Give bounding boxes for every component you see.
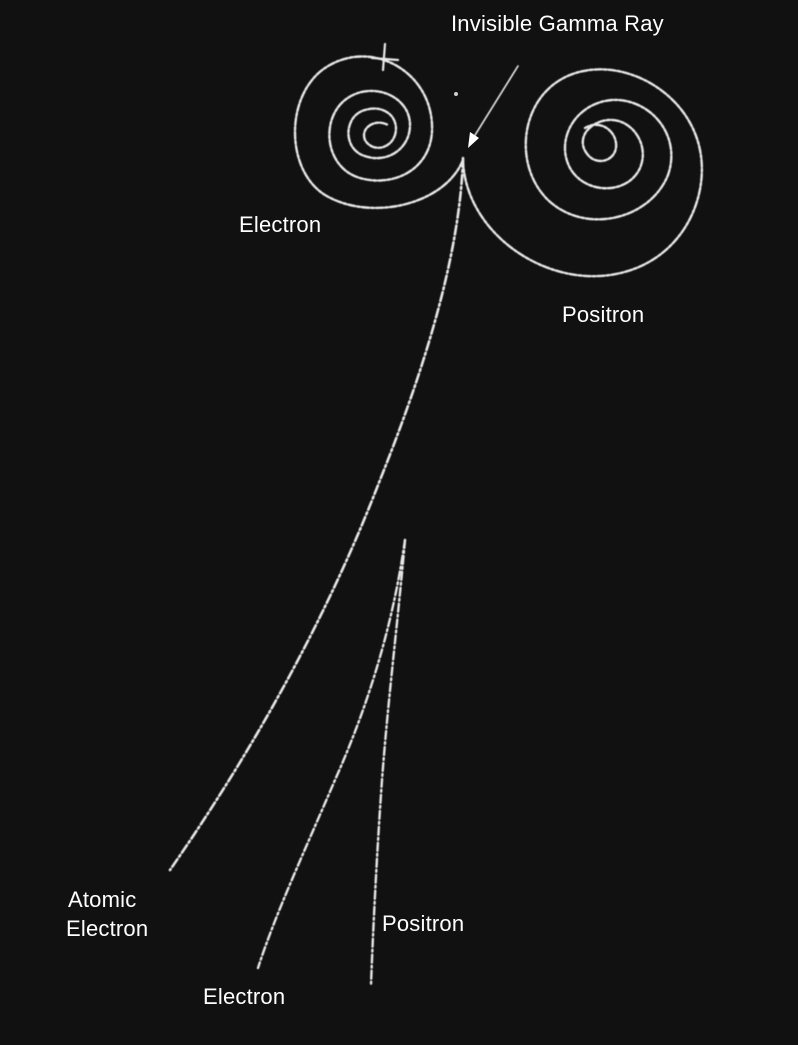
stray-speck xyxy=(454,92,458,96)
positron-spiral-track xyxy=(461,68,704,278)
arrow-head xyxy=(468,132,479,148)
positron-upper-label: Positron xyxy=(562,302,645,327)
electron-lower-label: Electron xyxy=(203,984,286,1009)
atomic-electron-label: Atomic Electron xyxy=(66,885,149,943)
atomic-electron-label-line1: Atomic xyxy=(68,887,137,912)
atomic-electron-label-line2: Electron xyxy=(66,916,149,941)
gamma-ray-arrow xyxy=(471,65,519,141)
cross-mark xyxy=(370,42,400,72)
electron-spiral-track xyxy=(293,55,465,210)
lower-positron-track xyxy=(369,538,407,987)
lower-electron-track xyxy=(256,538,407,970)
electron-upper-label: Electron xyxy=(239,212,322,237)
positron-lower-label: Positron xyxy=(382,911,465,936)
atomic-electron-track xyxy=(168,156,465,872)
gamma-ray-label: Invisible Gamma Ray xyxy=(451,11,664,36)
